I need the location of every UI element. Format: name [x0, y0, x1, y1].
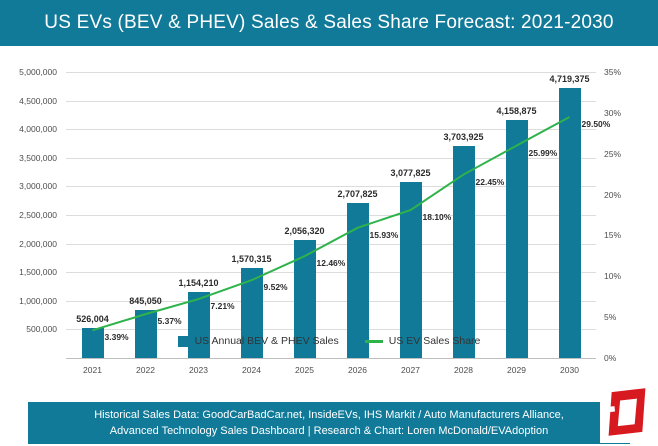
bar-value-label: 2,707,825 [337, 189, 378, 200]
y-axis-tick: 3,000,000 [19, 181, 57, 192]
x-axis-line [66, 358, 596, 359]
bar-2027 [399, 181, 422, 358]
bar-value-label: 1,570,315 [231, 254, 272, 265]
gridline [66, 186, 596, 188]
share-value-label: 18.10% [422, 212, 452, 223]
share-value-label: 15.93% [369, 229, 399, 240]
bar-2021 [81, 327, 104, 358]
bar-2030 [558, 88, 581, 358]
y2-axis-tick: 0% [604, 353, 617, 363]
share-value-label: 25.99% [528, 147, 558, 158]
bar-value-label: 3,077,825 [390, 167, 431, 178]
x-axis-tick: 2022 [136, 365, 155, 375]
page-title: US EVs (BEV & PHEV) Sales & Sales Share … [44, 12, 614, 33]
gridline [66, 157, 596, 159]
y-axis-tick: 5,000,000 [19, 67, 57, 77]
bar-value-label: 4,719,375 [549, 74, 590, 85]
gridline [66, 72, 596, 73]
bar-2024 [240, 268, 263, 358]
y-axis-tick: 1,000,000 [19, 295, 57, 306]
bar-2025 [293, 240, 316, 358]
evadoption-logo-icon [605, 388, 646, 436]
bar-2029 [505, 120, 528, 358]
attribution-footer: Historical Sales Data: GoodCarBadCar.net… [28, 402, 630, 444]
gridline [66, 215, 596, 216]
x-axis-tick: 2021 [83, 365, 102, 375]
y-axis-tick: 3,500,000 [19, 152, 57, 163]
gridline [66, 300, 596, 302]
y-axis-tick: 4,500,000 [19, 95, 57, 106]
legend-label-share: US EV Sales Share [388, 335, 481, 347]
share-value-label: 7.21% [210, 301, 235, 312]
sales-share-line [92, 116, 570, 332]
gridline [66, 329, 596, 331]
bar-value-label: 4,158,875 [496, 106, 537, 117]
share-value-label: 12.46% [316, 258, 346, 269]
bar-2022 [134, 309, 157, 358]
y2-axis-tick: 25% [604, 148, 622, 159]
x-axis-tick: 2029 [507, 365, 526, 375]
y2-axis-tick: 15% [604, 230, 622, 241]
gridline [66, 100, 596, 102]
gridline [66, 272, 596, 274]
bar-2028 [452, 146, 475, 358]
legend-item-share: US EV Sales Share [364, 335, 481, 347]
x-axis-tick: 2027 [401, 365, 420, 375]
y2-axis-tick: 35% [604, 67, 622, 77]
bar-swatch-icon [177, 335, 189, 347]
x-axis-tick: 2024 [242, 365, 261, 375]
chart-legend: US Annual BEV & PHEV Sales US EV Sales S… [0, 332, 658, 350]
legend-item-sales: US Annual BEV & PHEV Sales [177, 335, 339, 347]
y-axis-tick: 4,000,000 [19, 124, 57, 135]
gridline [66, 243, 596, 245]
share-value-label: 5.37% [157, 316, 182, 327]
bar-value-label: 526,004 [76, 313, 109, 324]
y-axis-tick: 500,000 [26, 324, 57, 335]
y-axis-tick: 2,500,000 [19, 210, 57, 220]
footer-line-1: Historical Sales Data: GoodCarBadCar.net… [94, 408, 564, 421]
chart-title-bar: US EVs (BEV & PHEV) Sales & Sales Share … [0, 0, 658, 46]
bar-value-label: 2,056,320 [284, 226, 325, 237]
gridline [66, 129, 596, 131]
bar-2026 [346, 203, 369, 358]
x-axis-tick: 2023 [189, 365, 208, 375]
y-axis-tick: 2,000,000 [19, 238, 57, 249]
bar-value-label: 845,050 [129, 295, 162, 306]
y2-axis-tick: 5% [604, 312, 617, 323]
share-value-label: 29.50% [581, 118, 611, 129]
legend-label-sales: US Annual BEV & PHEV Sales [194, 335, 339, 347]
combo-chart: 500,000 1,000,000 1,500,000 2,000,000 2,500,… [0, 46, 658, 398]
share-value-label: 22.45% [475, 176, 505, 187]
evadoption-logo [600, 381, 654, 443]
bar-2023 [187, 291, 210, 358]
y2-axis-tick: 10% [604, 271, 622, 282]
footer-line-2: Advanced Technology Sales Dashboard | Re… [109, 425, 549, 437]
y2-axis-tick: 30% [604, 107, 622, 118]
share-value-label: 9.52% [263, 282, 288, 293]
y2-axis-tick: 20% [604, 189, 622, 200]
x-axis-tick: 2025 [295, 365, 314, 375]
bar-value-label: 1,154,210 [178, 277, 219, 288]
x-axis-tick: 2030 [560, 365, 579, 375]
x-axis-tick: 2026 [348, 365, 367, 375]
line-swatch-icon [364, 339, 383, 343]
share-value-label: 3.39% [104, 332, 129, 343]
y-axis-tick: 1,500,000 [19, 267, 57, 278]
bar-value-label: 3,703,925 [443, 132, 484, 143]
x-axis-tick: 2028 [454, 365, 473, 375]
